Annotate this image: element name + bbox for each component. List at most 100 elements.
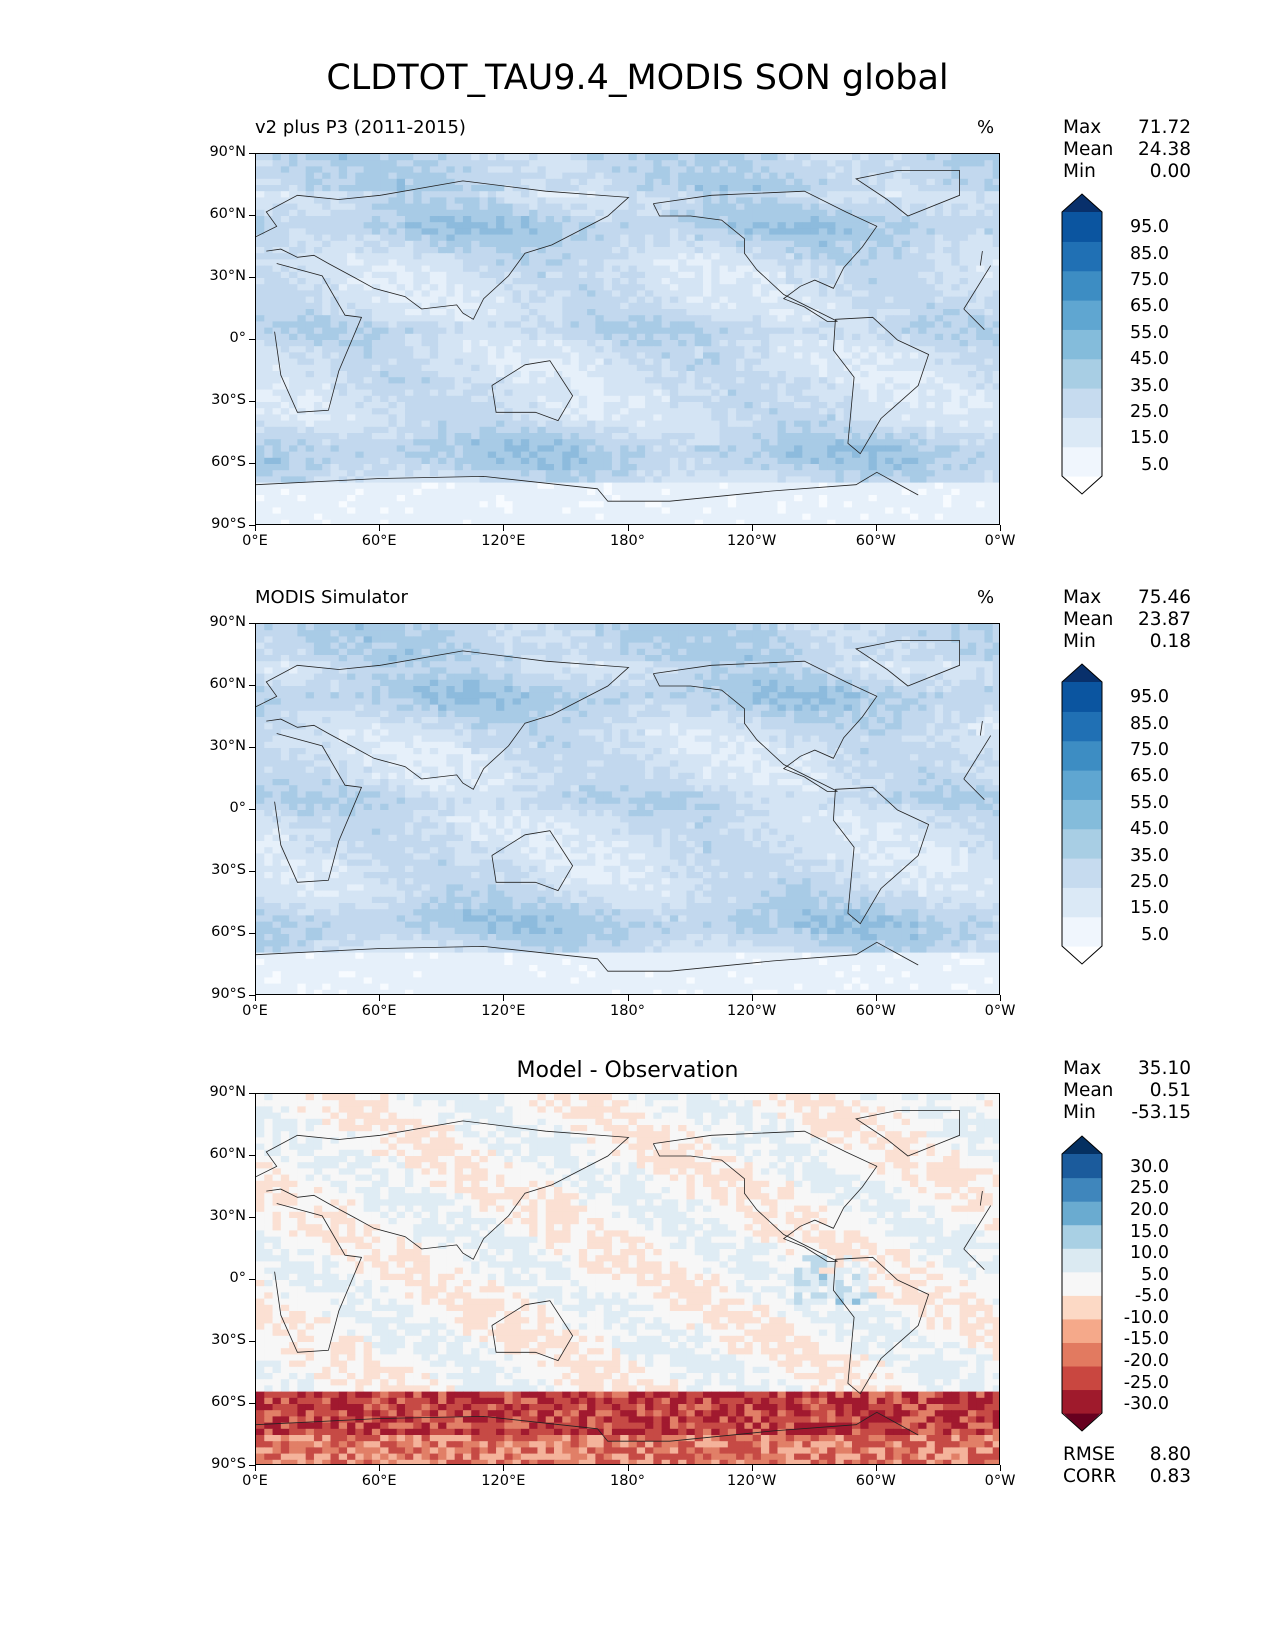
field-cell [959, 464, 969, 471]
field-cell [893, 364, 903, 372]
field-cell [322, 358, 332, 366]
field-cell [901, 457, 911, 465]
field-cell [496, 420, 505, 428]
field-cell [363, 445, 373, 453]
field-cell [777, 228, 787, 236]
field-cell [429, 495, 439, 502]
field-cell [769, 160, 779, 167]
field-cell [860, 271, 870, 279]
field-cell [736, 358, 745, 366]
field-cell [744, 166, 754, 174]
field-cell [992, 358, 999, 366]
field-cell [421, 228, 431, 236]
field-cell [876, 259, 886, 267]
field-cell [280, 160, 290, 167]
field-cell [529, 234, 539, 242]
field-cell [620, 154, 630, 161]
field-cell [371, 371, 381, 378]
field-cell [479, 389, 489, 397]
field-cell [727, 420, 737, 428]
field-cell [752, 327, 762, 335]
field-cell [827, 457, 837, 465]
field-cell [653, 265, 663, 273]
field-cell [487, 439, 497, 446]
field-cell [512, 451, 522, 459]
field-cell [305, 234, 315, 242]
field-cell [943, 240, 952, 248]
field-cell [504, 482, 514, 490]
field-cell [578, 216, 588, 223]
field-cell [959, 209, 969, 217]
field-cell [313, 371, 323, 378]
field-cell [628, 234, 638, 242]
field-cell [587, 247, 596, 254]
field-cell [678, 426, 688, 434]
field-cell [363, 433, 373, 440]
field-cell [909, 191, 919, 198]
field-cell [843, 228, 853, 236]
field-cell [520, 166, 530, 174]
field-cell [694, 482, 704, 490]
field-cell [909, 309, 919, 316]
field-cell [272, 234, 282, 242]
field-cell [611, 352, 621, 360]
field-cell [992, 346, 999, 353]
field-cell [951, 290, 961, 298]
field-cell [711, 321, 721, 329]
field-cell [529, 383, 539, 391]
field-cell [603, 395, 613, 403]
field-cell [570, 464, 580, 471]
field-cell [611, 340, 621, 347]
field-cell [727, 464, 737, 471]
field-cell [727, 160, 737, 167]
field-cell [843, 222, 853, 229]
field-cell [595, 340, 605, 347]
field-cell [454, 216, 464, 223]
field-cell [454, 377, 464, 384]
field-cell [355, 247, 365, 254]
field-cell [802, 488, 812, 496]
field-cell [264, 495, 274, 502]
field-cell [487, 290, 497, 298]
field-cell [256, 166, 265, 174]
field-cell [496, 395, 505, 403]
field-cell [570, 259, 580, 267]
field-cell [694, 302, 704, 310]
field-cell [595, 222, 605, 229]
field-cell [967, 265, 977, 273]
field-cell [562, 395, 572, 403]
field-cell [827, 216, 837, 223]
field-cell [371, 445, 381, 453]
field-cell [645, 253, 654, 260]
field-cell [818, 209, 828, 217]
field-cell [529, 488, 539, 496]
field-cell [802, 203, 812, 211]
field-cell [703, 433, 712, 440]
field-cell [537, 209, 547, 217]
field-cell [918, 426, 928, 434]
field-cell [545, 383, 555, 391]
field-cell [330, 340, 340, 347]
field-cell [752, 389, 762, 397]
field-cell [711, 166, 721, 174]
field-cell [471, 278, 481, 285]
field-cell [752, 433, 762, 440]
field-cell [363, 253, 373, 260]
field-cell [371, 439, 381, 446]
field-cell [802, 389, 812, 397]
field-cell [429, 309, 439, 316]
field-cell [256, 309, 265, 316]
field-cell [918, 371, 928, 378]
field-cell [496, 309, 505, 316]
field-cell [785, 271, 795, 279]
field-cell [496, 315, 505, 322]
field-cell [736, 457, 745, 465]
field-cell [330, 278, 340, 285]
field-cell [727, 290, 737, 298]
field-cell [802, 154, 812, 161]
field-cell [264, 364, 274, 372]
field-cell [860, 309, 870, 316]
field-cell [272, 414, 282, 422]
field-cell [719, 426, 729, 434]
field-cell [984, 166, 994, 174]
